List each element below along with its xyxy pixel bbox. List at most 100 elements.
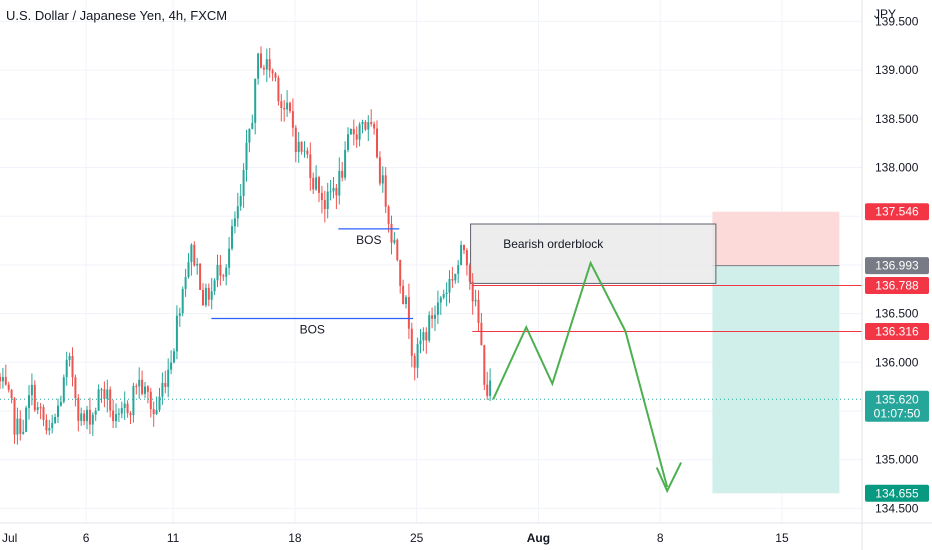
candle-body <box>245 142 248 170</box>
take-profit-zone <box>712 265 840 494</box>
candle-body <box>283 108 286 110</box>
entry-price-tag <box>865 257 929 275</box>
candle-body <box>242 169 245 196</box>
x-tick-label: 15 <box>775 531 789 545</box>
candle-body <box>233 218 236 227</box>
candle-body <box>378 157 381 184</box>
y-tick-label: 139.500 <box>875 14 919 28</box>
candle-body <box>399 260 402 286</box>
candle-body <box>286 102 289 110</box>
candle-body <box>54 416 57 423</box>
candle-body <box>94 410 97 415</box>
candle-body <box>393 239 396 243</box>
candle-body <box>202 289 205 306</box>
candle-body <box>80 413 83 421</box>
candle-body <box>141 379 144 394</box>
candle-body <box>248 128 251 143</box>
entry-price-value: 136.993 <box>875 259 919 273</box>
x-tick-label: 18 <box>288 531 302 545</box>
candle-body <box>22 431 25 434</box>
y-tick-label: 135.000 <box>875 453 919 467</box>
candle-body <box>181 288 184 314</box>
projection-arrowhead <box>655 462 682 494</box>
candle-body <box>370 122 373 125</box>
candle-body <box>262 67 265 70</box>
candle-body <box>132 385 135 416</box>
candle-body <box>59 401 62 406</box>
candle-body <box>260 53 263 68</box>
candle-body <box>326 191 329 210</box>
candle-body <box>254 78 257 123</box>
candle-body <box>332 187 335 192</box>
candle-body <box>45 419 48 431</box>
candle-body <box>135 385 138 387</box>
candle-body <box>448 278 451 293</box>
candle-body <box>149 391 152 410</box>
candle-body <box>83 413 86 422</box>
candle-body <box>451 278 454 281</box>
annotation-lines: BOS BOS <box>0 228 862 494</box>
currency-label: JPY <box>874 7 897 21</box>
candle-body <box>199 263 202 290</box>
x-tick-label: 8 <box>657 531 664 545</box>
candle-body <box>51 422 54 429</box>
x-tick-label: 25 <box>410 531 424 545</box>
candle-body <box>413 355 416 368</box>
resistance-1-price-tag <box>865 277 929 295</box>
projection-path <box>492 260 669 488</box>
candle-body <box>460 244 463 266</box>
candle-body <box>335 187 338 196</box>
candle-body <box>431 315 434 319</box>
candle-body <box>1 377 4 382</box>
candlestick-series[interactable] <box>0 46 492 445</box>
candle-body <box>115 414 118 422</box>
y-tick-label: 136.000 <box>875 355 919 369</box>
candle-body <box>474 299 477 302</box>
candle-body <box>390 223 393 243</box>
candle-body <box>167 369 170 387</box>
candle-body <box>138 379 141 387</box>
candle-body <box>48 428 51 431</box>
candle-body <box>265 59 268 70</box>
price-axis[interactable]: 139.500139.000138.500138.000137.500137.0… <box>861 0 919 550</box>
candle-body <box>33 384 36 410</box>
candle-body <box>4 377 7 385</box>
candle-body <box>422 332 425 341</box>
y-tick-label: 138.000 <box>875 161 919 175</box>
candle-body <box>289 102 292 112</box>
candle-body <box>489 380 492 396</box>
candle-body <box>376 128 379 158</box>
resistance-2-price-value: 136.316 <box>875 325 919 339</box>
current-price-value: 135.620 <box>875 392 919 406</box>
time-axis[interactable]: Jul 6 11 18 25 Aug 8 15 <box>0 522 932 545</box>
candle-body <box>222 275 225 277</box>
candle-body <box>425 332 428 341</box>
candle-body <box>30 384 33 396</box>
candle-body <box>410 328 413 356</box>
candle-body <box>7 384 10 390</box>
candle-body <box>291 111 294 128</box>
candle-body <box>158 396 161 410</box>
candle-body <box>268 59 271 71</box>
candle-body <box>120 407 123 414</box>
candle-body <box>436 302 439 315</box>
candle-body <box>277 77 280 102</box>
candle-body <box>251 122 254 129</box>
candle-body <box>155 409 158 415</box>
candle-body <box>407 297 410 329</box>
candle-body <box>257 53 260 79</box>
candle-body <box>384 175 387 207</box>
candle-body <box>300 141 303 152</box>
candle-body <box>161 382 164 397</box>
candle-body <box>373 124 376 129</box>
candle-body <box>303 150 306 152</box>
candle-body <box>117 413 120 415</box>
candle-body <box>428 315 431 341</box>
candle-body <box>454 273 457 281</box>
target-price-value: 134.655 <box>875 486 919 500</box>
candle-body <box>297 141 300 153</box>
bos-upper-label: BOS <box>356 233 381 247</box>
candle-body <box>318 177 321 193</box>
candle-body <box>381 175 384 184</box>
